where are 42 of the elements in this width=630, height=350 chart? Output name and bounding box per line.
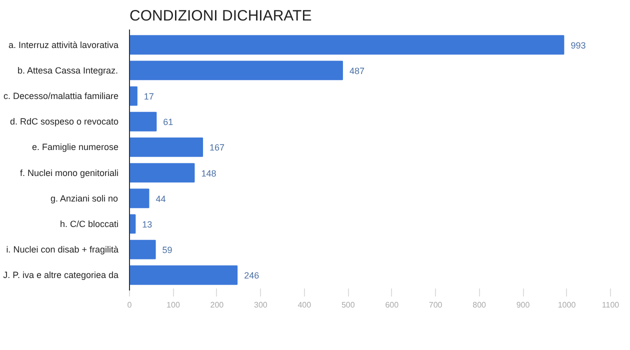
x-tick-label: 0 [127, 300, 132, 310]
x-tick-label: 600 [385, 300, 400, 310]
x-tick-label: 400 [298, 300, 312, 310]
bar [130, 265, 238, 285]
chart-title: CONDIZIONI DICHIARATE [130, 8, 312, 24]
bar [130, 188, 150, 208]
x-tick-label: 500 [341, 300, 356, 310]
bar [130, 35, 564, 55]
data-label: 487 [349, 66, 364, 76]
data-label: 61 [163, 117, 174, 128]
y-tick-label: a. Interruz attività lavorativa [8, 40, 119, 50]
data-label: 17 [144, 92, 154, 102]
x-tick-label: 800 [472, 300, 487, 310]
data-label: 59 [162, 245, 172, 256]
y-tick-label: i. Nuclei con disab + fragilità [6, 244, 119, 255]
x-tick-label: 900 [516, 300, 530, 310]
y-tick-label: h. C/C bloccati [60, 218, 119, 229]
x-tick-label: 1100 [602, 300, 620, 310]
data-label: 13 [142, 219, 152, 230]
y-tick-label: J. P. iva e altre categoriea da [3, 270, 118, 280]
y-tick-label: c. Decesso/malattia familiare [3, 91, 119, 102]
data-label: 993 [570, 40, 586, 50]
y-tick-label: d. RdC sospeso o revocato [10, 116, 119, 127]
x-tick-label: 1000 [558, 300, 576, 310]
bar [130, 112, 157, 132]
bar [130, 240, 156, 260]
bar [130, 163, 195, 183]
x-tick-label: 200 [210, 300, 224, 310]
data-label: 167 [210, 142, 225, 153]
data-label: 246 [244, 270, 260, 281]
y-tick-label: b. Attesa Cassa Integraz. [17, 65, 118, 76]
y-tick-label: f. Nuclei mono genitoriali [20, 168, 119, 178]
data-label: 148 [201, 168, 216, 178]
bar [130, 86, 138, 106]
y-tick-label: g. Anziani soli no [50, 193, 118, 204]
bar [130, 137, 204, 157]
x-tick-label: 700 [428, 300, 443, 310]
data-label: 44 [156, 194, 166, 204]
x-tick-label: 100 [166, 300, 180, 310]
x-tick-label: 300 [254, 300, 268, 310]
y-tick-label: e. Famiglie numerose [32, 142, 119, 152]
bar [130, 60, 343, 80]
